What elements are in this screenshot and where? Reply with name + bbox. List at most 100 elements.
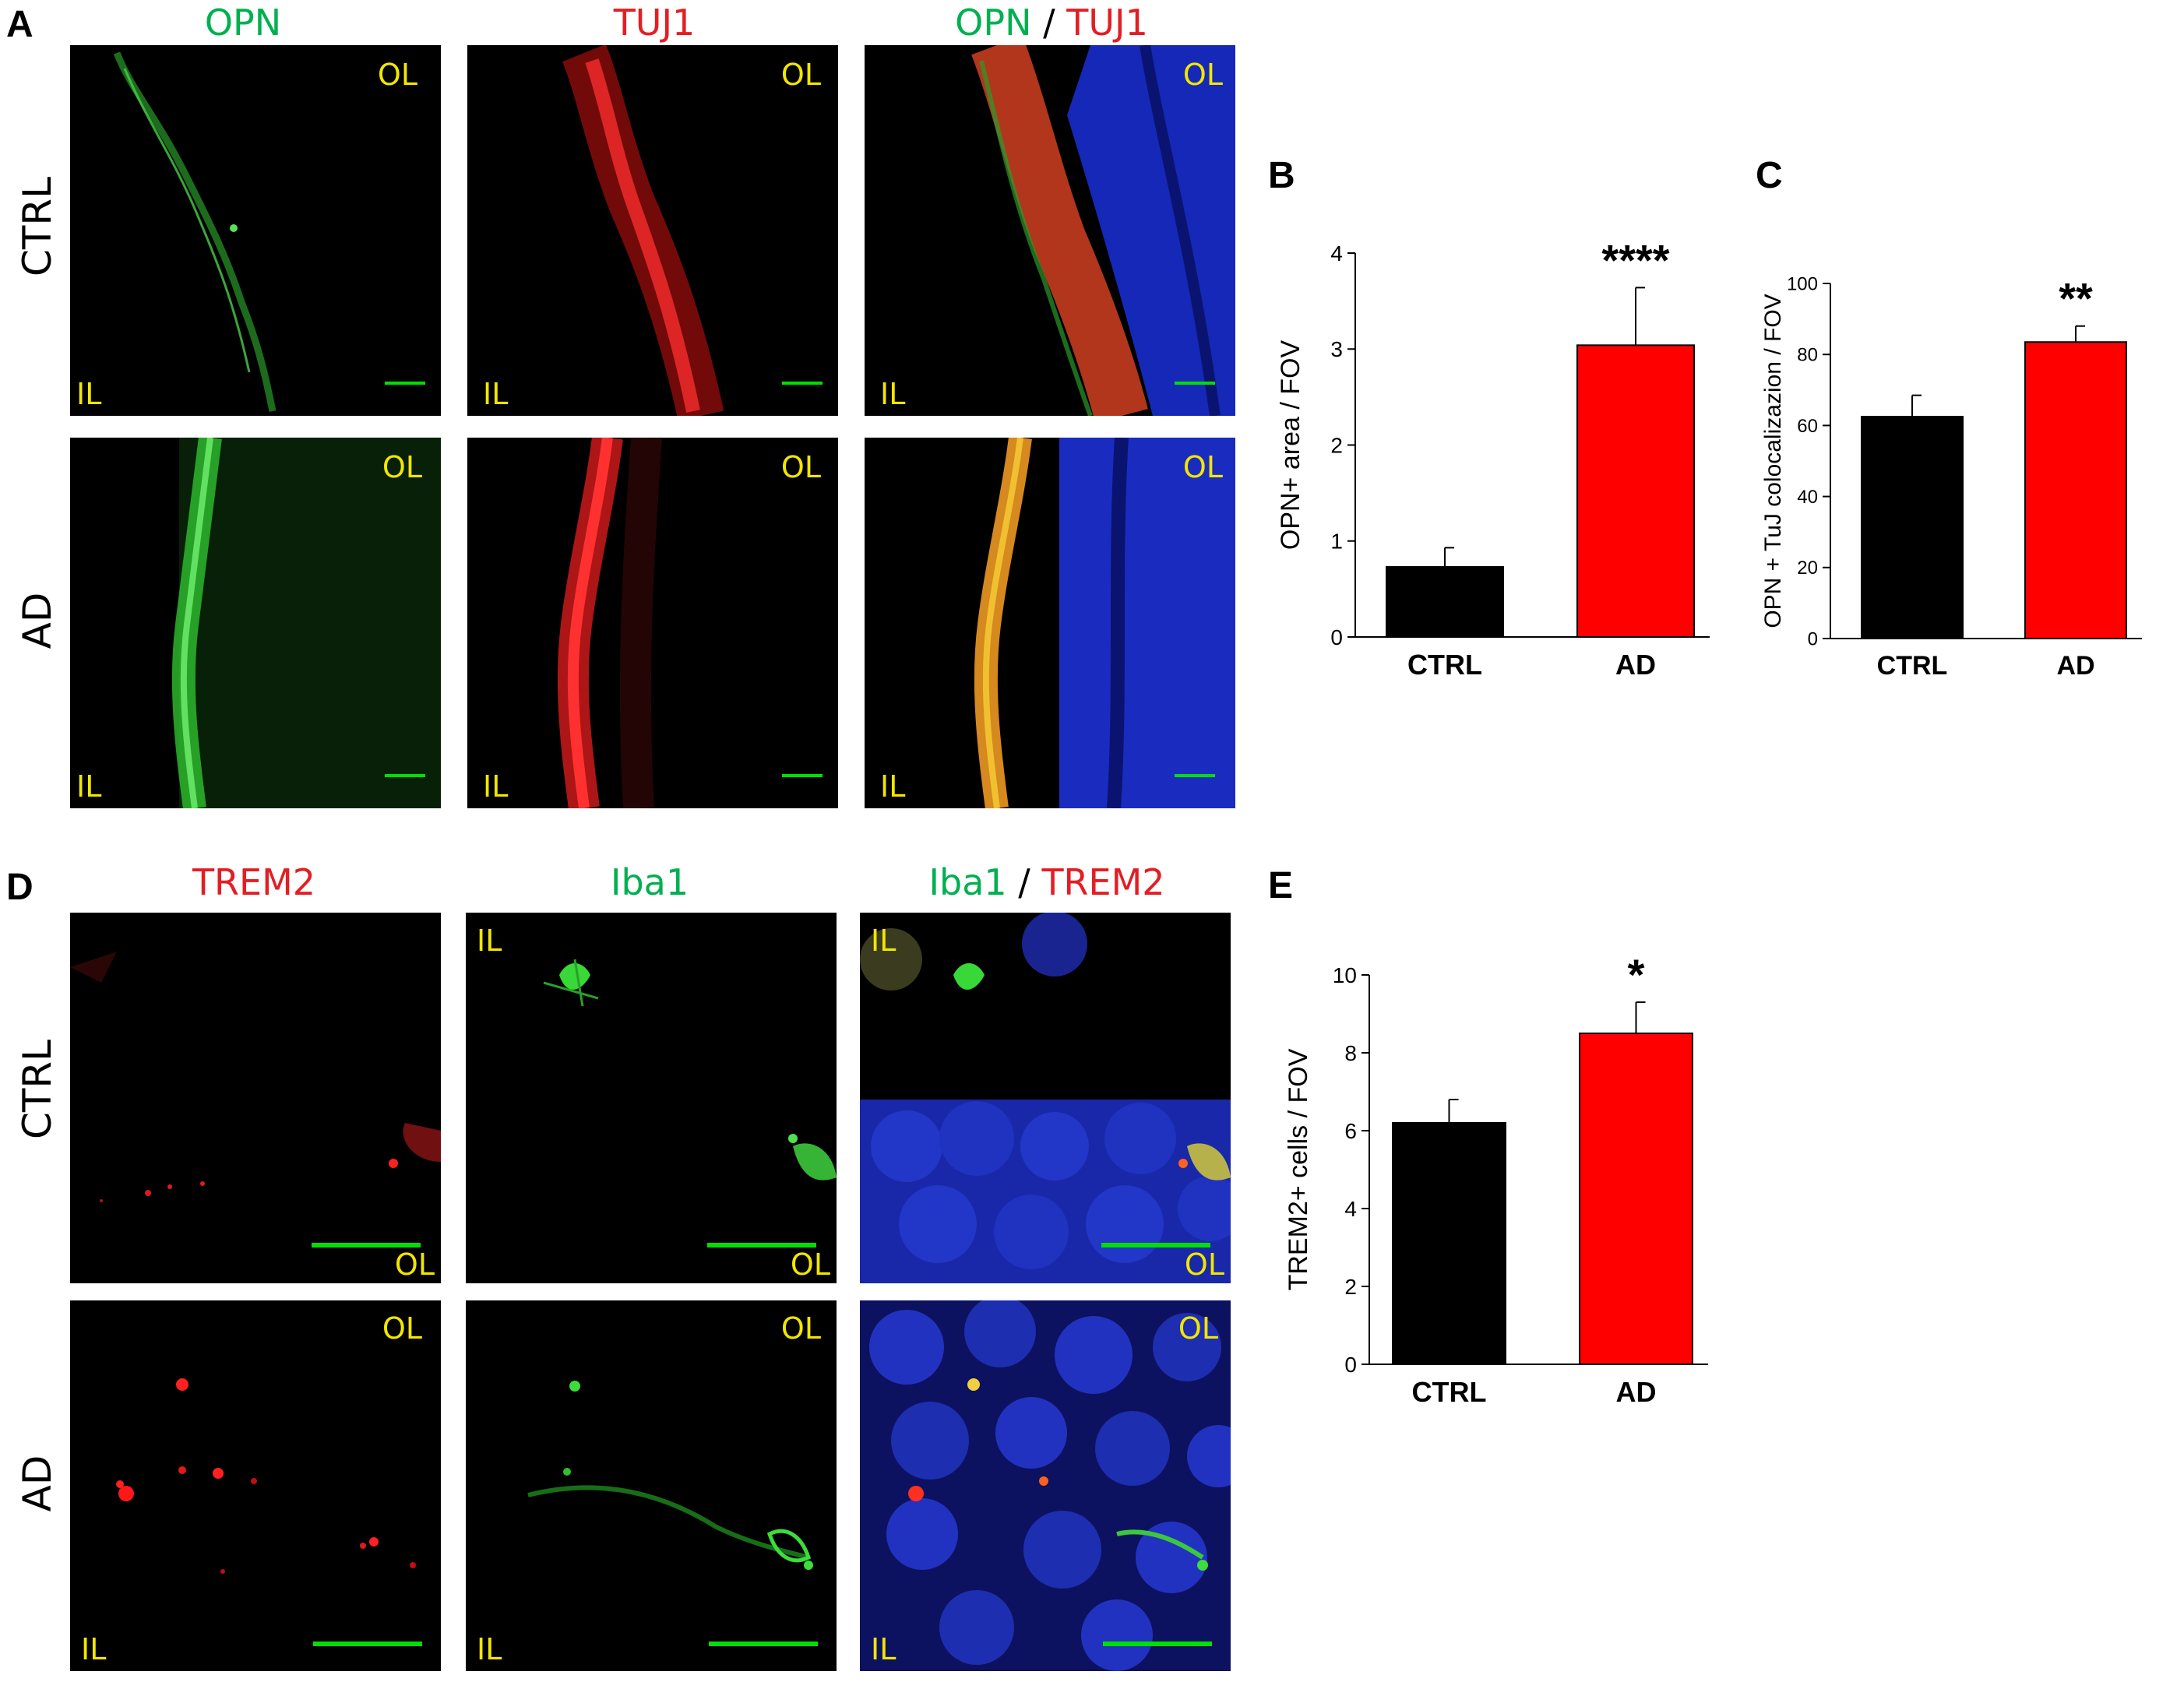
row-label-ad-d: AD xyxy=(15,1455,60,1512)
tag-il: IL xyxy=(871,924,896,958)
bar-ctrl xyxy=(1861,416,1964,639)
tag-ol: OL xyxy=(382,450,422,484)
tag-il: IL xyxy=(880,769,906,804)
tag-il: IL xyxy=(76,377,102,411)
scale-bar xyxy=(312,1243,421,1247)
header-part: / xyxy=(1031,2,1067,44)
scale-bar xyxy=(1103,1642,1212,1646)
header-part: OPN xyxy=(204,2,282,44)
x-tick-label: CTRL xyxy=(1412,1376,1487,1408)
tag-ol: OL xyxy=(1182,450,1223,484)
micrograph-a-ctrl-opn: OL IL xyxy=(70,45,441,416)
scale-bar xyxy=(782,382,823,385)
y-tick-label: 100 xyxy=(1787,273,1818,294)
y-tick-label: 10 xyxy=(1333,963,1357,987)
micrograph-a-ctrl-tuj1: OL IL xyxy=(467,45,838,416)
tag-ol: OL xyxy=(780,58,821,92)
micrograph-a-ctrl-merge: OL IL xyxy=(865,45,1235,416)
x-tick-label: CTRL xyxy=(1407,649,1482,681)
tag-il: IL xyxy=(477,924,502,958)
header-part: Iba1 xyxy=(928,861,1007,903)
tag-il: IL xyxy=(76,769,102,804)
header-part: Iba1 xyxy=(610,861,689,903)
tag-ol: OL xyxy=(790,1247,830,1282)
scale-bar xyxy=(1175,774,1215,777)
micrograph-d-ad-iba1: OL IL xyxy=(466,1300,837,1671)
tag-il: IL xyxy=(483,769,509,804)
scale-bar xyxy=(1101,1243,1210,1247)
panel-letter-a: A xyxy=(6,4,33,45)
y-tick-label: 1 xyxy=(1330,530,1343,554)
tag-il: IL xyxy=(880,377,906,411)
scale-bar xyxy=(709,1642,818,1646)
tag-ol: OL xyxy=(780,450,821,484)
y-axis-label: OPN + TuJ colocalizazion / FOV xyxy=(1760,294,1786,628)
y-tick-label: 8 xyxy=(1344,1041,1357,1065)
panel-letter-d: D xyxy=(6,867,33,908)
y-tick-label: 3 xyxy=(1330,337,1343,361)
tag-ol: OL xyxy=(382,1311,422,1346)
column-header-merge-d: Iba1 / TREM2 xyxy=(860,861,1234,903)
scale-bar xyxy=(385,382,425,385)
tag-il: IL xyxy=(477,1632,502,1666)
tag-il: IL xyxy=(483,377,509,411)
x-tick-label: AD xyxy=(1615,649,1656,681)
y-tick-label: 80 xyxy=(1797,345,1818,366)
x-tick-label: AD xyxy=(1616,1376,1657,1408)
micrograph-d-ctrl-merge: IL OL xyxy=(860,913,1231,1283)
chart-e: 0 2 4 6 8 10 TREM2+ cells / FOV CTRL AD * xyxy=(1284,950,1708,1408)
tag-ol: OL xyxy=(780,1311,821,1346)
y-tick-label: 6 xyxy=(1344,1119,1357,1143)
significance-stars: **** xyxy=(1601,235,1669,284)
y-tick-label: 4 xyxy=(1344,1197,1357,1221)
column-header-trem2: TREM2 xyxy=(67,861,441,903)
scale-bar xyxy=(313,1642,422,1646)
bar-ad xyxy=(1576,344,1695,638)
tag-il: IL xyxy=(871,1632,896,1666)
micrograph-d-ctrl-trem2: OL xyxy=(70,913,441,1283)
scale-bar xyxy=(782,774,823,777)
tag-il: IL xyxy=(81,1632,107,1666)
micrograph-d-ctrl-iba1: IL OL xyxy=(466,913,837,1283)
scale-bar xyxy=(385,774,425,777)
header-part: / xyxy=(1006,861,1042,903)
y-tick-label: 60 xyxy=(1797,416,1818,437)
header-part: TUJ1 xyxy=(613,2,696,44)
micrograph-a-ad-opn: OL IL xyxy=(70,438,441,808)
micrograph-d-ad-trem2: OL IL xyxy=(70,1300,441,1671)
y-tick-label: 20 xyxy=(1797,558,1818,579)
scale-bar xyxy=(1175,382,1215,385)
panel-letter-c: C xyxy=(1756,155,1783,196)
significance-stars: * xyxy=(1628,950,1645,999)
x-tick-label: AD xyxy=(2056,651,2094,681)
header-part: TREM2 xyxy=(192,861,316,903)
y-tick-label: 4 xyxy=(1330,241,1343,266)
y-tick-label: 2 xyxy=(1330,433,1343,457)
y-tick-label: 0 xyxy=(1330,625,1343,649)
tag-ol: OL xyxy=(377,58,417,92)
x-tick-label: CTRL xyxy=(1877,651,1948,681)
tag-ol: OL xyxy=(1184,1247,1224,1282)
bar-ctrl xyxy=(1392,1122,1506,1365)
column-header-iba1: Iba1 xyxy=(463,861,837,903)
header-part: TREM2 xyxy=(1041,861,1165,903)
row-label-ad-a: AD xyxy=(15,592,60,649)
micrograph-d-ad-merge: OL IL xyxy=(860,1300,1231,1671)
micrograph-a-ad-merge: OL IL xyxy=(865,438,1235,808)
y-tick-label: 40 xyxy=(1797,487,1818,508)
header-part: TUJ1 xyxy=(1066,2,1148,44)
tag-ol: OL xyxy=(1178,1311,1218,1346)
column-header-merge-a: OPN / TUJ1 xyxy=(865,2,1238,44)
micrograph-a-ad-tuj1: OL IL xyxy=(467,438,838,808)
y-axis-label: TREM2+ cells / FOV xyxy=(1284,1048,1313,1290)
column-header-tuj1: TUJ1 xyxy=(467,2,841,44)
bar-ad xyxy=(1579,1033,1693,1365)
panel-letter-b: B xyxy=(1268,155,1295,196)
panel-letter-e: E xyxy=(1268,865,1294,906)
header-part: OPN xyxy=(955,2,1032,44)
row-label-ctrl-d: CTRL xyxy=(15,1039,60,1140)
y-tick-label: 0 xyxy=(1344,1353,1357,1377)
scale-bar xyxy=(707,1243,816,1247)
bar-ctrl xyxy=(1386,566,1504,638)
